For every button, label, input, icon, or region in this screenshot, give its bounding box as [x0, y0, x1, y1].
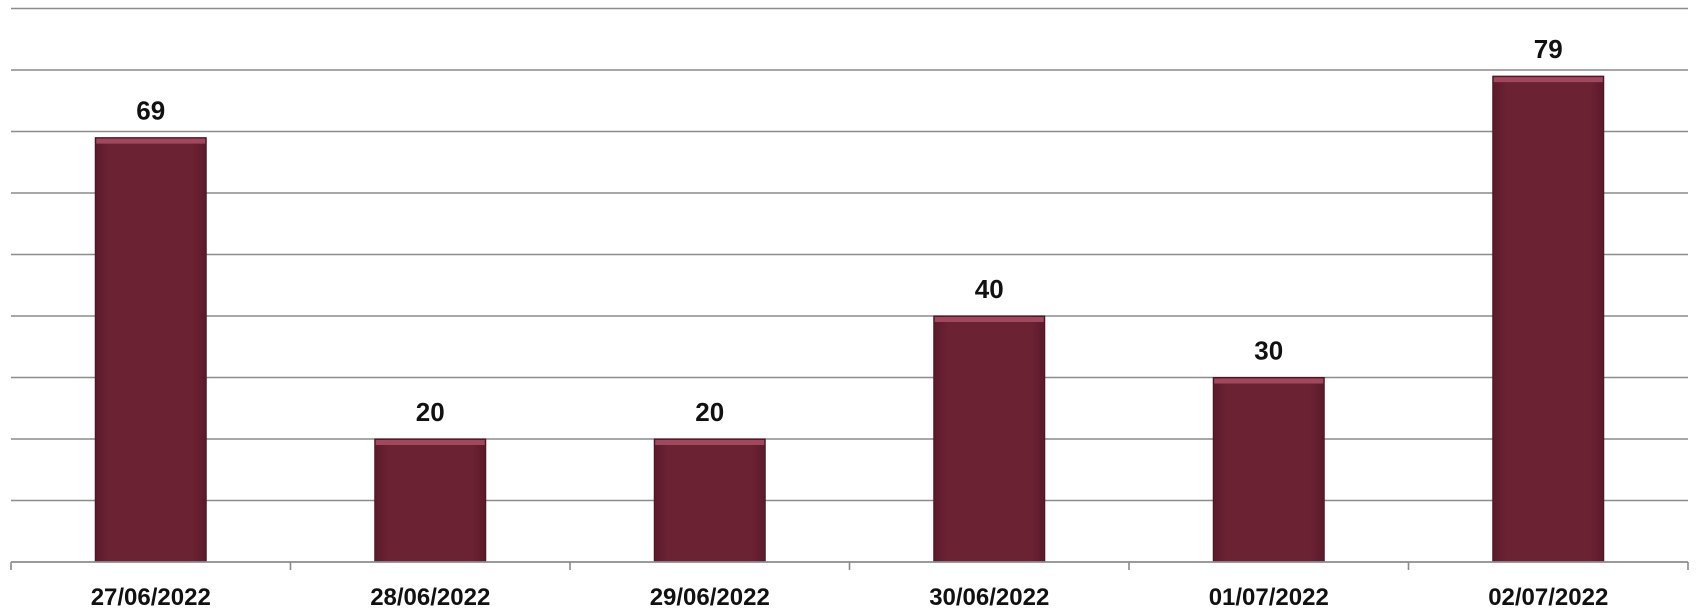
bar-30/06/2022 — [933, 315, 1046, 563]
data-label-30/06/2022: 40 — [975, 274, 1004, 304]
x-tick-label-01/07/2022: 01/07/2022 — [1209, 584, 1329, 611]
gridlines — [11, 7, 1688, 502]
bar-28/06/2022 — [374, 438, 487, 563]
x-tick-label-02/07/2022: 02/07/2022 — [1488, 584, 1608, 611]
bar-27/06/2022 — [94, 137, 207, 563]
bar-01/07/2022 — [1212, 377, 1325, 563]
data-label-02/07/2022: 79 — [1534, 34, 1563, 64]
data-label-01/07/2022: 30 — [1254, 336, 1283, 366]
bar-top-highlight — [1493, 77, 1603, 83]
bar-02/07/2022 — [1492, 75, 1605, 563]
data-label-29/06/2022: 20 — [695, 397, 724, 427]
x-tick-label-27/06/2022: 27/06/2022 — [91, 584, 211, 611]
bar-top-highlight — [934, 317, 1044, 322]
bar-top-highlight — [655, 440, 765, 445]
bar-top-highlight — [96, 138, 206, 144]
bars — [94, 75, 1605, 563]
x-tick-label-30/06/2022: 30/06/2022 — [929, 584, 1049, 611]
bar-top-highlight — [375, 440, 485, 445]
bar-top-highlight — [1214, 378, 1324, 384]
bar-29/06/2022 — [653, 438, 766, 563]
x-tick-label-28/06/2022: 28/06/2022 — [370, 584, 490, 611]
x-tick-label-29/06/2022: 29/06/2022 — [650, 584, 770, 611]
x-axis — [10, 561, 1689, 570]
data-label-27/06/2022: 69 — [136, 96, 165, 126]
data-label-28/06/2022: 20 — [416, 397, 445, 427]
data-labels: 69 27/06/2022 20 28/06/2022 20 29/06/2022 40 30… — [91, 34, 1609, 611]
